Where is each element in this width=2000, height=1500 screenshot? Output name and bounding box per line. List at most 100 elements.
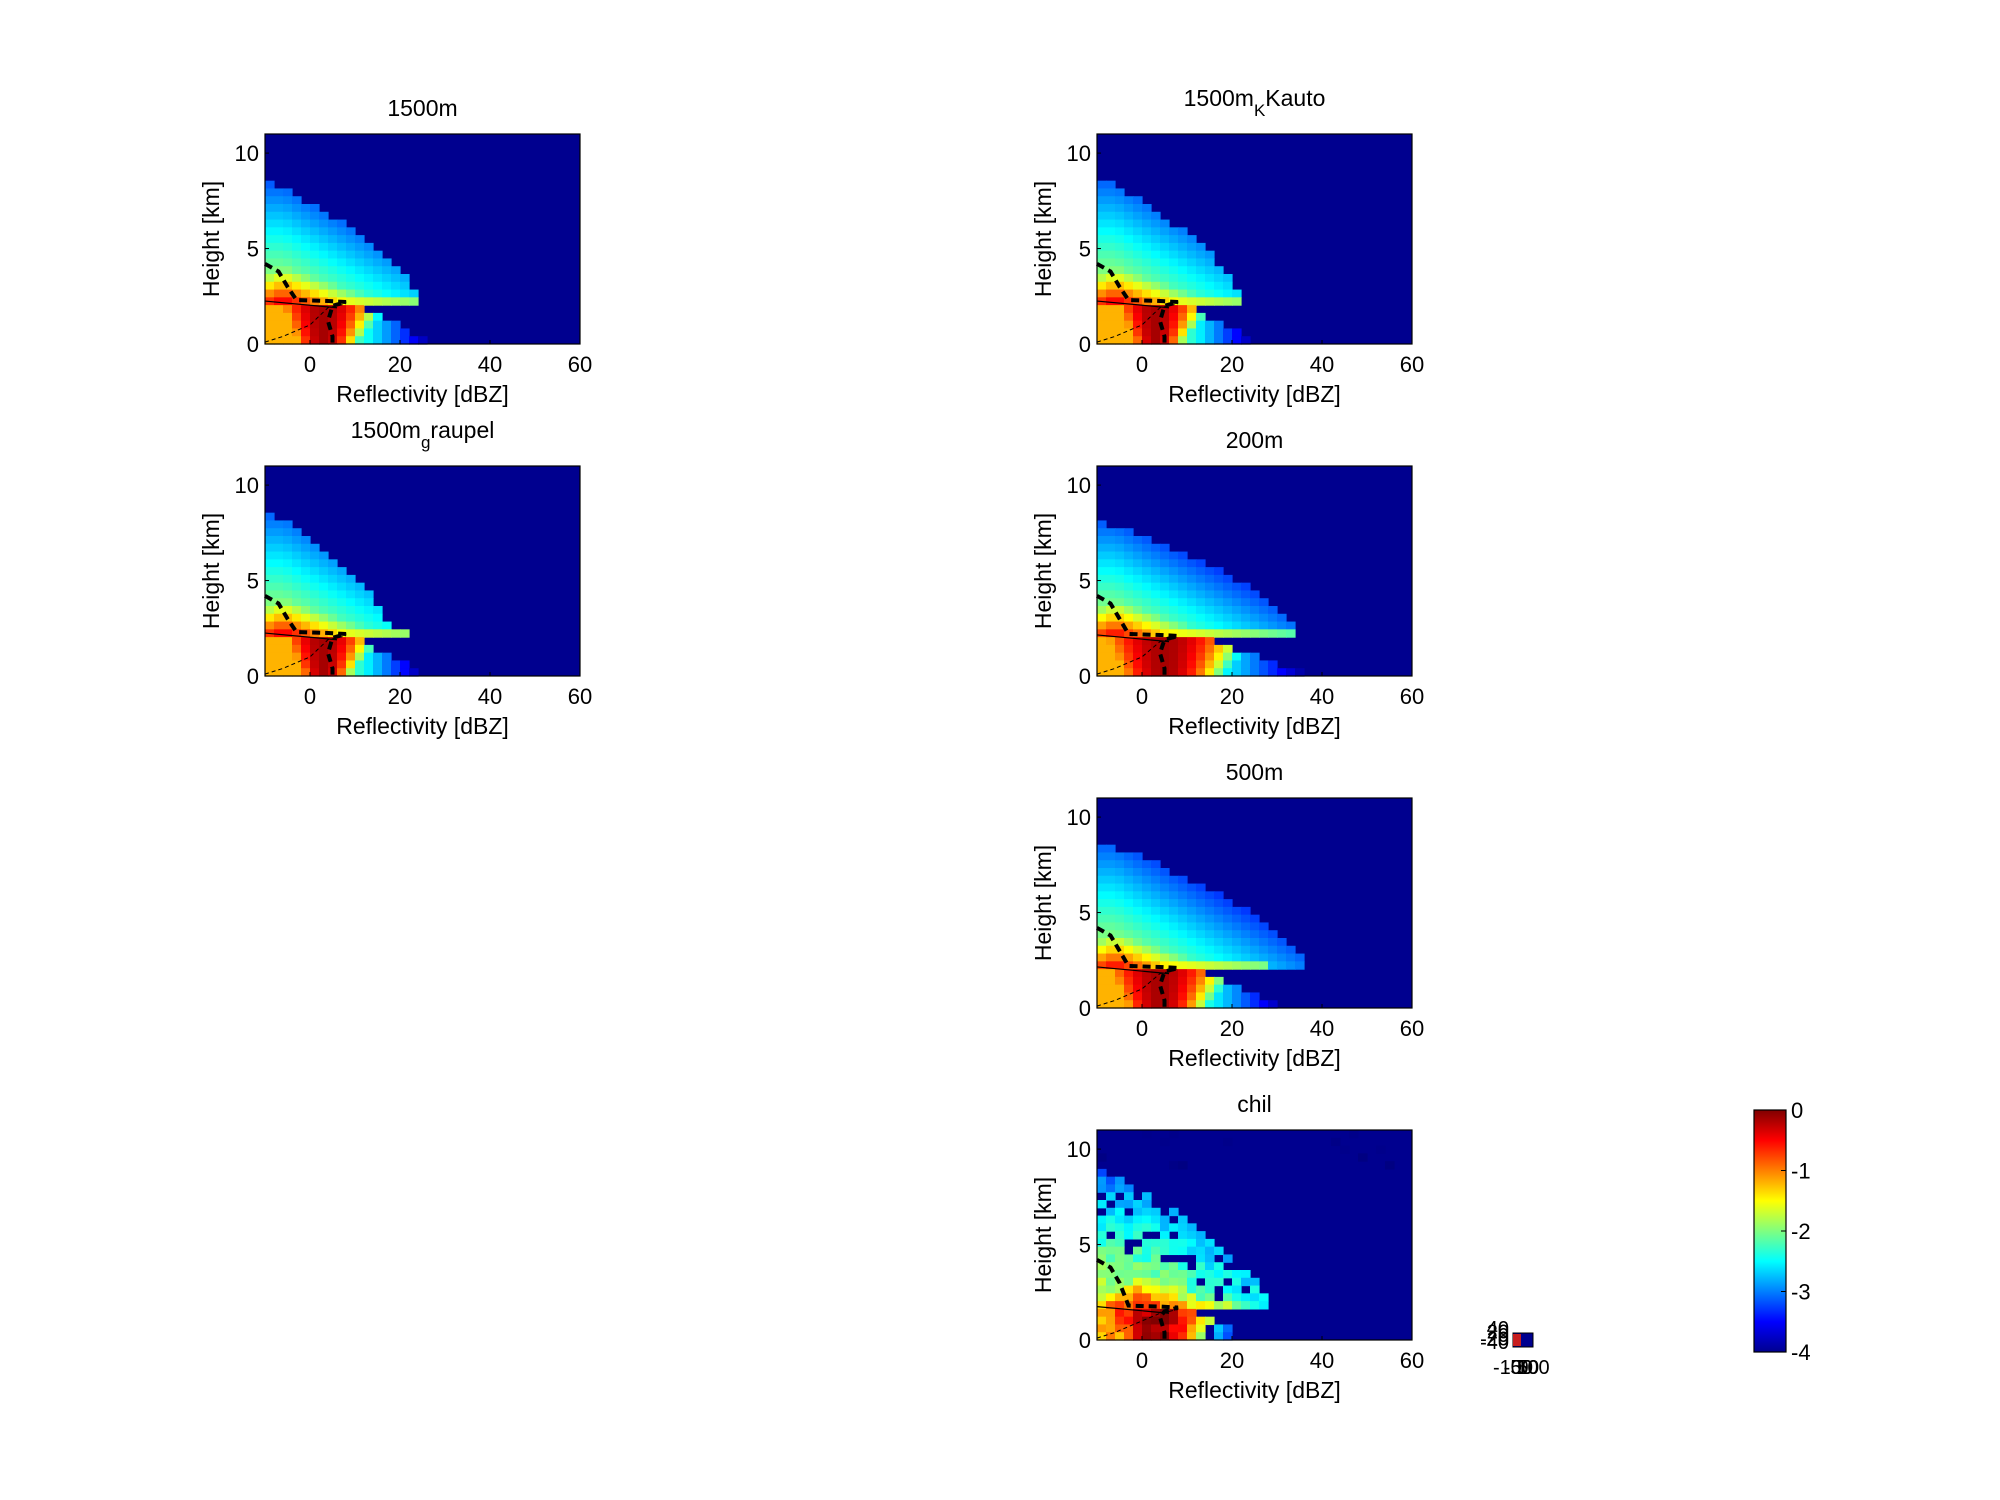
- heatmap-cell: [346, 320, 356, 330]
- stray-inset-ytick-label: 40: [1487, 1318, 1509, 1340]
- y-tick-label: 0: [1079, 664, 1091, 689]
- heatmap-cell: [1115, 1176, 1125, 1186]
- heatmap-cell: [1142, 598, 1152, 607]
- heatmap-cell: [1250, 1301, 1260, 1310]
- heatmap-cell: [1106, 899, 1116, 908]
- plot-frame: [1096, 133, 1413, 345]
- heatmap-cell: [1187, 1308, 1197, 1318]
- heatmap-cell: [1142, 984, 1152, 994]
- heatmap-cell: [1133, 582, 1143, 592]
- heatmap-cell: [1169, 953, 1179, 962]
- heatmap-cell: [1142, 289, 1152, 298]
- heatmap-cell: [1142, 1308, 1152, 1318]
- heatmap-cell: [1223, 1137, 1233, 1147]
- heatmap-cell: [1097, 969, 1107, 978]
- heatmap-cell: [1223, 613, 1233, 623]
- heatmap-cell: [1196, 1332, 1206, 1341]
- heatmap-cell: [1142, 204, 1152, 213]
- heatmap-cell: [1124, 961, 1134, 970]
- y-tick-label: 10: [1067, 1137, 1091, 1162]
- heatmap-cell: [1178, 1215, 1188, 1224]
- heatmap-cell: [1142, 336, 1152, 345]
- heatmap-cell: [1151, 938, 1161, 947]
- heatmap-cell: [1187, 660, 1197, 669]
- heatmap-cell: [301, 668, 311, 677]
- heatmap-cell: [1214, 1301, 1224, 1310]
- heatmap-cell: [337, 660, 347, 669]
- heatmap-cell: [1160, 598, 1170, 607]
- heatmap-cell: [292, 637, 302, 646]
- heatmap-cell: [1097, 598, 1107, 607]
- heatmap-cell: [1115, 1308, 1125, 1318]
- heatmap-cell: [1142, 266, 1152, 275]
- heatmap-cell: [1232, 668, 1242, 677]
- heatmap-cell: [355, 312, 365, 322]
- heatmap-cell: [364, 590, 374, 599]
- heatmap-cell: [1196, 969, 1206, 978]
- heatmap-cell: [1097, 868, 1107, 877]
- heatmap-cell: [1223, 953, 1233, 962]
- heatmap-cell: [1151, 868, 1161, 877]
- heatmap-cell: [1097, 930, 1107, 939]
- heatmap-cell: [1124, 336, 1134, 345]
- heatmap-cell: [319, 637, 329, 646]
- heatmap-cell: [355, 668, 365, 677]
- heatmap-cell: [355, 613, 365, 623]
- heatmap-cell: [274, 274, 284, 283]
- heatmap-cell: [265, 289, 275, 298]
- heatmap-cell: [1124, 953, 1134, 962]
- heatmap-cell: [346, 660, 356, 669]
- heatmap-cell: [382, 274, 392, 283]
- heatmap-cell: [1106, 289, 1116, 298]
- colorbar-tick-label: -3: [1791, 1280, 1811, 1305]
- heatmap-cell: [1106, 188, 1116, 197]
- heatmap-cell: [1196, 574, 1206, 584]
- heatmap-cell: [1259, 660, 1269, 669]
- heatmap-cell: [1187, 250, 1197, 260]
- heatmap-cell: [1133, 969, 1143, 978]
- heatmap-cell: [1142, 644, 1152, 654]
- heatmap-cell: [1133, 559, 1143, 568]
- heatmap-cell: [328, 258, 338, 267]
- heatmap-cell: [1223, 1324, 1233, 1333]
- heatmap-cell: [1124, 227, 1134, 236]
- heatmap-cell: [1241, 906, 1251, 916]
- heatmap-cell: [1205, 598, 1215, 607]
- heatmap-cell: [1133, 312, 1143, 322]
- heatmap-cell: [1097, 559, 1107, 568]
- heatmap-cell: [1142, 543, 1152, 553]
- heatmap-cell: [355, 621, 365, 630]
- heatmap-cell: [1124, 235, 1134, 244]
- heatmap-cell: [1106, 1293, 1116, 1302]
- heatmap-cell: [328, 567, 338, 576]
- heatmap-cell: [274, 582, 284, 592]
- heatmap-cell: [1133, 1254, 1143, 1263]
- heatmap-cell: [1205, 621, 1215, 630]
- heatmap-cell: [1205, 652, 1215, 662]
- heatmap-cell: [1277, 613, 1287, 623]
- heatmap-cell: [1124, 1223, 1134, 1232]
- heatmap-cell: [1097, 551, 1107, 560]
- heatmap-cell: [292, 621, 302, 630]
- heatmap-cell: [1169, 567, 1179, 576]
- heatmap-cell: [319, 613, 329, 623]
- heatmap-cell: [283, 528, 293, 537]
- heatmap-cell: [1160, 1277, 1170, 1287]
- plot-frame: [1096, 797, 1413, 1009]
- heatmap-cell: [265, 637, 275, 646]
- heatmap-cell: [1241, 1301, 1251, 1310]
- heatmap-cell: [346, 312, 356, 322]
- heatmap-cell: [1196, 559, 1206, 568]
- heatmap-cell: [310, 582, 320, 592]
- heatmap-cell: [1196, 938, 1206, 947]
- heatmap-cell: [1097, 984, 1107, 994]
- heatmap-cell: [1151, 1324, 1161, 1333]
- heatmap-cell: [1115, 637, 1125, 646]
- heatmap-cell: [1106, 227, 1116, 236]
- heatmap-cell: [1196, 598, 1206, 607]
- heatmap-cell: [1178, 914, 1188, 924]
- heatmap-cell: [1115, 969, 1125, 978]
- heatmap-cell: [1241, 613, 1251, 623]
- heatmap-cell: [1115, 559, 1125, 568]
- heatmap-cell: [1106, 250, 1116, 260]
